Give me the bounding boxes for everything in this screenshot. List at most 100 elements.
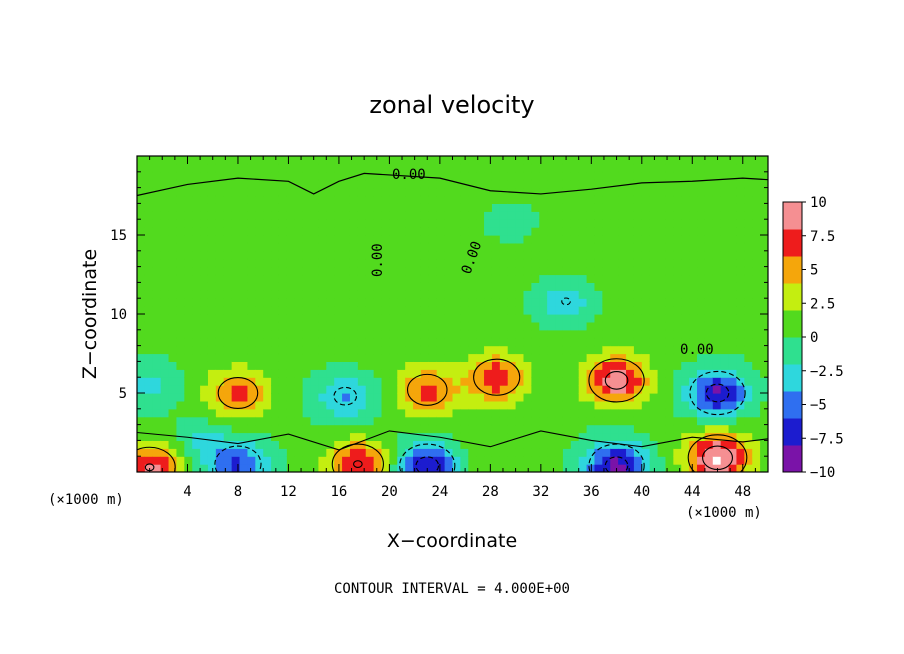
heatmap-cell	[365, 306, 375, 315]
heatmap-cell	[168, 321, 178, 331]
heatmap-cell	[365, 250, 375, 260]
heatmap-cell	[373, 195, 383, 204]
heatmap-cell	[491, 337, 501, 347]
heatmap-cell	[491, 187, 501, 197]
heatmap-cell	[334, 345, 343, 355]
heatmap-cell	[499, 408, 509, 418]
heatmap-cell	[673, 314, 682, 323]
heatmap-cell	[665, 290, 674, 299]
heatmap-cell	[562, 227, 572, 236]
heatmap-cell	[271, 345, 280, 355]
heatmap-cell	[223, 337, 233, 347]
heatmap-cell	[200, 171, 209, 181]
heatmap-cell	[389, 235, 398, 244]
heatmap-cell	[200, 195, 209, 204]
heatmap-cell	[626, 156, 635, 165]
heatmap-cell	[468, 242, 477, 252]
heatmap-cell	[168, 353, 178, 362]
heatmap-cell	[137, 187, 146, 197]
heatmap-cell	[365, 227, 375, 236]
heatmap-cell	[420, 250, 430, 260]
heatmap-cell	[381, 400, 390, 410]
heatmap-cell	[255, 266, 264, 276]
heatmap-cell	[168, 464, 178, 472]
heatmap-cell	[420, 464, 430, 472]
heatmap-cell	[271, 448, 280, 457]
heatmap-cell	[578, 416, 588, 426]
heatmap-cell	[405, 282, 414, 291]
heatmap-cell	[255, 321, 264, 331]
heatmap-cell	[286, 242, 296, 252]
heatmap-cell	[152, 156, 162, 165]
heatmap-cell	[602, 321, 611, 331]
heatmap-cell	[239, 211, 249, 220]
heatmap-cell	[476, 156, 485, 165]
heatmap-cell	[294, 321, 304, 331]
heatmap-cell	[626, 219, 635, 228]
heatmap-cell	[578, 329, 588, 339]
heatmap-cell	[397, 440, 406, 449]
heatmap-cell	[239, 329, 249, 339]
heatmap-cell	[712, 298, 722, 307]
heatmap-cell	[176, 464, 185, 472]
heatmap-cell	[484, 156, 493, 165]
heatmap-cell	[413, 219, 422, 228]
heatmap-cell	[562, 321, 572, 331]
heatmap-cell	[231, 385, 241, 394]
heatmap-cell	[626, 456, 635, 465]
heatmap-cell	[160, 416, 170, 426]
heatmap-cell	[491, 314, 501, 323]
heatmap-cell	[255, 250, 264, 260]
heatmap-cell	[562, 353, 572, 362]
heatmap-cell	[413, 432, 422, 441]
heatmap-cell	[673, 377, 682, 386]
heatmap-cell	[215, 250, 225, 260]
heatmap-cell	[460, 424, 469, 434]
heatmap-cell	[515, 464, 525, 472]
heatmap-cell	[318, 250, 327, 260]
heatmap-cell	[444, 464, 454, 472]
heatmap-cell	[144, 203, 154, 212]
heatmap-cell	[555, 203, 564, 212]
heatmap-cell	[697, 424, 706, 434]
heatmap-cell	[357, 393, 367, 402]
heatmap-cell	[578, 266, 588, 276]
heatmap-cell	[397, 235, 406, 244]
heatmap-cell	[192, 314, 201, 323]
heatmap-cell	[547, 163, 556, 173]
heatmap-cell	[602, 337, 611, 347]
heatmap-cell	[649, 298, 659, 307]
heatmap-cell	[633, 345, 643, 355]
heatmap-cell	[349, 298, 359, 307]
heatmap-cell	[302, 464, 312, 472]
heatmap-cell	[365, 282, 375, 291]
heatmap-cell	[389, 448, 398, 457]
heatmap-cell	[231, 440, 241, 449]
heatmap-cell	[326, 187, 335, 197]
heatmap-cell	[531, 227, 540, 236]
heatmap-cell	[349, 290, 359, 299]
heatmap-cell	[263, 290, 272, 299]
heatmap-cell	[499, 361, 509, 370]
heatmap-cell	[736, 385, 745, 394]
heatmap-cell	[207, 211, 217, 220]
heatmap-cell	[310, 314, 320, 323]
heatmap-cell	[760, 274, 768, 283]
heatmap-cell	[484, 163, 493, 173]
heatmap-cell	[657, 156, 667, 165]
heatmap-cell	[752, 345, 761, 355]
heatmap-cell	[334, 353, 343, 362]
heatmap-cell	[602, 464, 611, 472]
heatmap-cell	[665, 314, 674, 323]
heatmap-cell	[547, 211, 556, 220]
heatmap-cell	[342, 448, 351, 457]
heatmap-cell	[334, 448, 343, 457]
heatmap-cell	[626, 321, 635, 331]
heatmap-cell	[641, 400, 651, 410]
heatmap-cell	[491, 321, 501, 331]
heatmap-cell	[389, 219, 398, 228]
heatmap-cell	[397, 345, 406, 355]
heatmap-cell	[602, 195, 611, 204]
heatmap-cell	[452, 393, 461, 402]
heatmap-cell	[523, 369, 532, 378]
